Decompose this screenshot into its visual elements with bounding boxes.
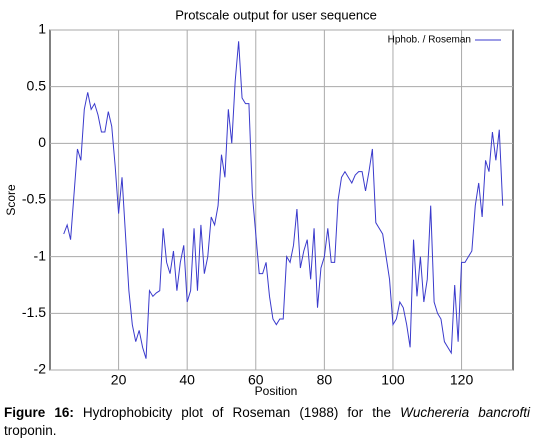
y-axis-label: Score — [4, 184, 18, 216]
caption-label: Figure 16: — [4, 405, 74, 420]
y-tick-label: 0 — [38, 134, 46, 150]
x-tick-label: 20 — [111, 372, 127, 388]
caption-species: Wuchereria bancrofti — [400, 405, 530, 420]
data-line — [63, 41, 504, 359]
caption: Figure 16: Hydrophobicity plot of Rosema… — [4, 404, 530, 440]
y-tick-label: -1 — [34, 247, 47, 263]
caption-text: troponin. — [4, 423, 57, 438]
y-tick-label: -0.5 — [22, 191, 46, 207]
x-tick-label: 120 — [450, 372, 474, 388]
y-tick-label: 0.5 — [27, 77, 47, 93]
x-tick-label: 60 — [248, 372, 264, 388]
x-tick-label: 80 — [317, 372, 333, 388]
x-tick-label: 40 — [179, 372, 195, 388]
y-tick-label: 1 — [38, 21, 46, 37]
chart-title: Protscale output for user sequence — [175, 7, 377, 22]
y-tick-label: -1.5 — [22, 304, 46, 320]
caption-text: Hydrophobicity plot of Roseman (1988) fo… — [82, 405, 392, 420]
y-tick-label: -2 — [34, 361, 47, 377]
chart: Protscale output for user sequence Posit… — [4, 7, 514, 398]
x-axis-label: Position — [255, 384, 298, 398]
x-tick-label: 100 — [381, 372, 405, 388]
legend-label: Hphob. / Roseman — [388, 35, 471, 46]
